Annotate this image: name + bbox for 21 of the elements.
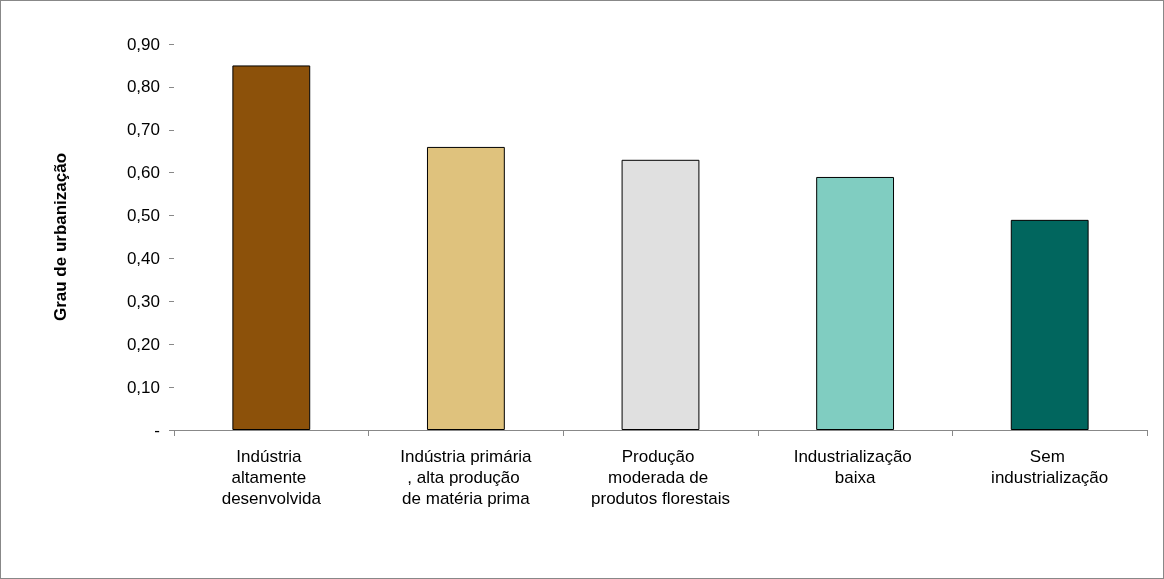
x-tick-label: Indústria altamente desenvolvida (221, 447, 322, 508)
y-tick-label: 0,60 (126, 163, 160, 183)
bar (232, 65, 311, 430)
x-tick-label: Industrialização baixa (793, 447, 917, 487)
y-tick-label: 0,50 (126, 206, 160, 226)
bar (426, 146, 505, 430)
y-tick-label: 0,30 (126, 291, 160, 311)
bar (1010, 219, 1089, 430)
y-axis-title: Grau de urbanização (51, 152, 70, 322)
x-tick-label: Indústria primária, alta produção de matéria prima (400, 447, 533, 508)
x-tick-label: Sem industrialização (991, 447, 1109, 487)
y-tick-label: - (154, 420, 160, 440)
y-tick-label: 0,80 (126, 77, 160, 97)
y-tick-label: 0,10 (126, 377, 160, 397)
y-tick-label: 0,20 (126, 334, 160, 354)
bar (621, 159, 700, 430)
y-tick-label: 0,40 (126, 248, 160, 268)
bar (816, 176, 895, 430)
x-tick-label: Produção moderada de produtos florestais (591, 447, 730, 508)
y-tick-label: 0,70 (126, 120, 160, 140)
y-tick-label: 0,90 (126, 34, 160, 54)
